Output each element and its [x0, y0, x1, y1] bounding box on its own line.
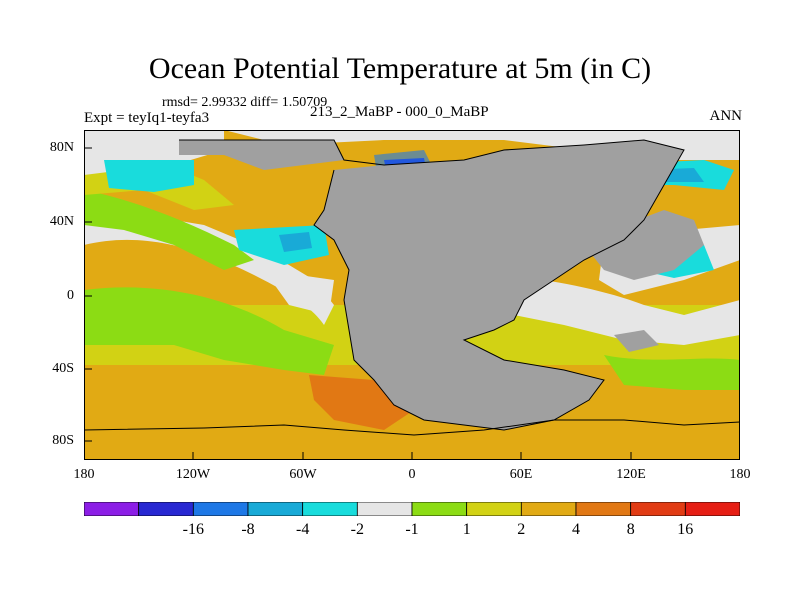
lat-label-40s: 40S: [52, 361, 74, 376]
colorbar-swatch: [466, 502, 522, 516]
map-panel: [84, 130, 740, 460]
map-title: Ocean Potential Temperature at 5m (in C): [148, 52, 652, 85]
lon-label-0: 0: [408, 467, 416, 482]
colorbar-swatch: [84, 502, 140, 516]
experiment-label: Expt = teyIq1-teyfa3: [84, 110, 210, 126]
colorbar-swatch: [411, 502, 468, 516]
coastline: [179, 139, 685, 431]
colorbar-label: 1: [462, 521, 471, 538]
stats-label: rmsd= 2.99332 diff= 1.50709: [162, 95, 328, 110]
land-small-south: [614, 330, 659, 352]
colorbar-label: -4: [296, 521, 310, 538]
region-white-atlantic: [264, 270, 334, 315]
colorbar-swatch: [302, 502, 358, 516]
colorbar-label: 4: [572, 521, 580, 538]
colorbar: [84, 502, 740, 516]
colorbar-label: 2: [517, 521, 526, 538]
colorbar-swatch: [356, 502, 413, 516]
colorbar-swatch: [138, 502, 194, 516]
lon-label-180w: 180: [73, 467, 95, 482]
lat-label-0: 0: [67, 288, 74, 303]
region-southeast-green: [604, 355, 740, 390]
colorbar-swatch: [192, 502, 249, 516]
lat-label-80n: 80N: [49, 140, 74, 155]
lat-label-80s: 80S: [52, 433, 74, 448]
colorbar-swatch: [575, 502, 632, 516]
land-east: [584, 210, 704, 280]
lon-label-60w: 60W: [289, 467, 317, 482]
region-green-north: [84, 190, 254, 270]
colorbar-label: -2: [350, 521, 364, 538]
lon-label-180e: 180: [729, 467, 751, 482]
lat-ticks: [84, 147, 92, 442]
land-north: [179, 140, 344, 170]
colorbar-swatch: [247, 502, 304, 516]
period-label: 213_2_MaBP - 000_0_MaBP: [310, 104, 489, 120]
colorbar-swatch: [520, 502, 577, 516]
season-label: ANN: [709, 108, 743, 124]
colorbar-label: 16: [677, 521, 694, 538]
cold-patch-nw: [104, 160, 194, 192]
cold-patch-mid-dark: [279, 232, 312, 252]
colorbar-label: -16: [182, 521, 204, 538]
colorbar-swatch: [630, 502, 686, 516]
land-pangaea-main: [314, 140, 684, 430]
lat-label-40n: 40N: [49, 214, 74, 229]
coastline-south: [84, 419, 740, 436]
colorbar-label: 8: [626, 521, 635, 538]
warm-patch-north: [234, 155, 324, 220]
lon-ticks: [84, 452, 740, 460]
warm-patch-south: [309, 375, 414, 430]
lon-label-120w: 120W: [175, 467, 211, 482]
colorbar-swatch: [684, 502, 740, 516]
lon-label-120e: 120E: [616, 467, 646, 482]
region-green-south: [84, 287, 334, 375]
colorbar-label: -8: [241, 521, 255, 538]
region-white-indian: [504, 275, 740, 345]
lon-label-60e: 60E: [509, 467, 533, 482]
colorbar-label: -1: [405, 521, 419, 538]
